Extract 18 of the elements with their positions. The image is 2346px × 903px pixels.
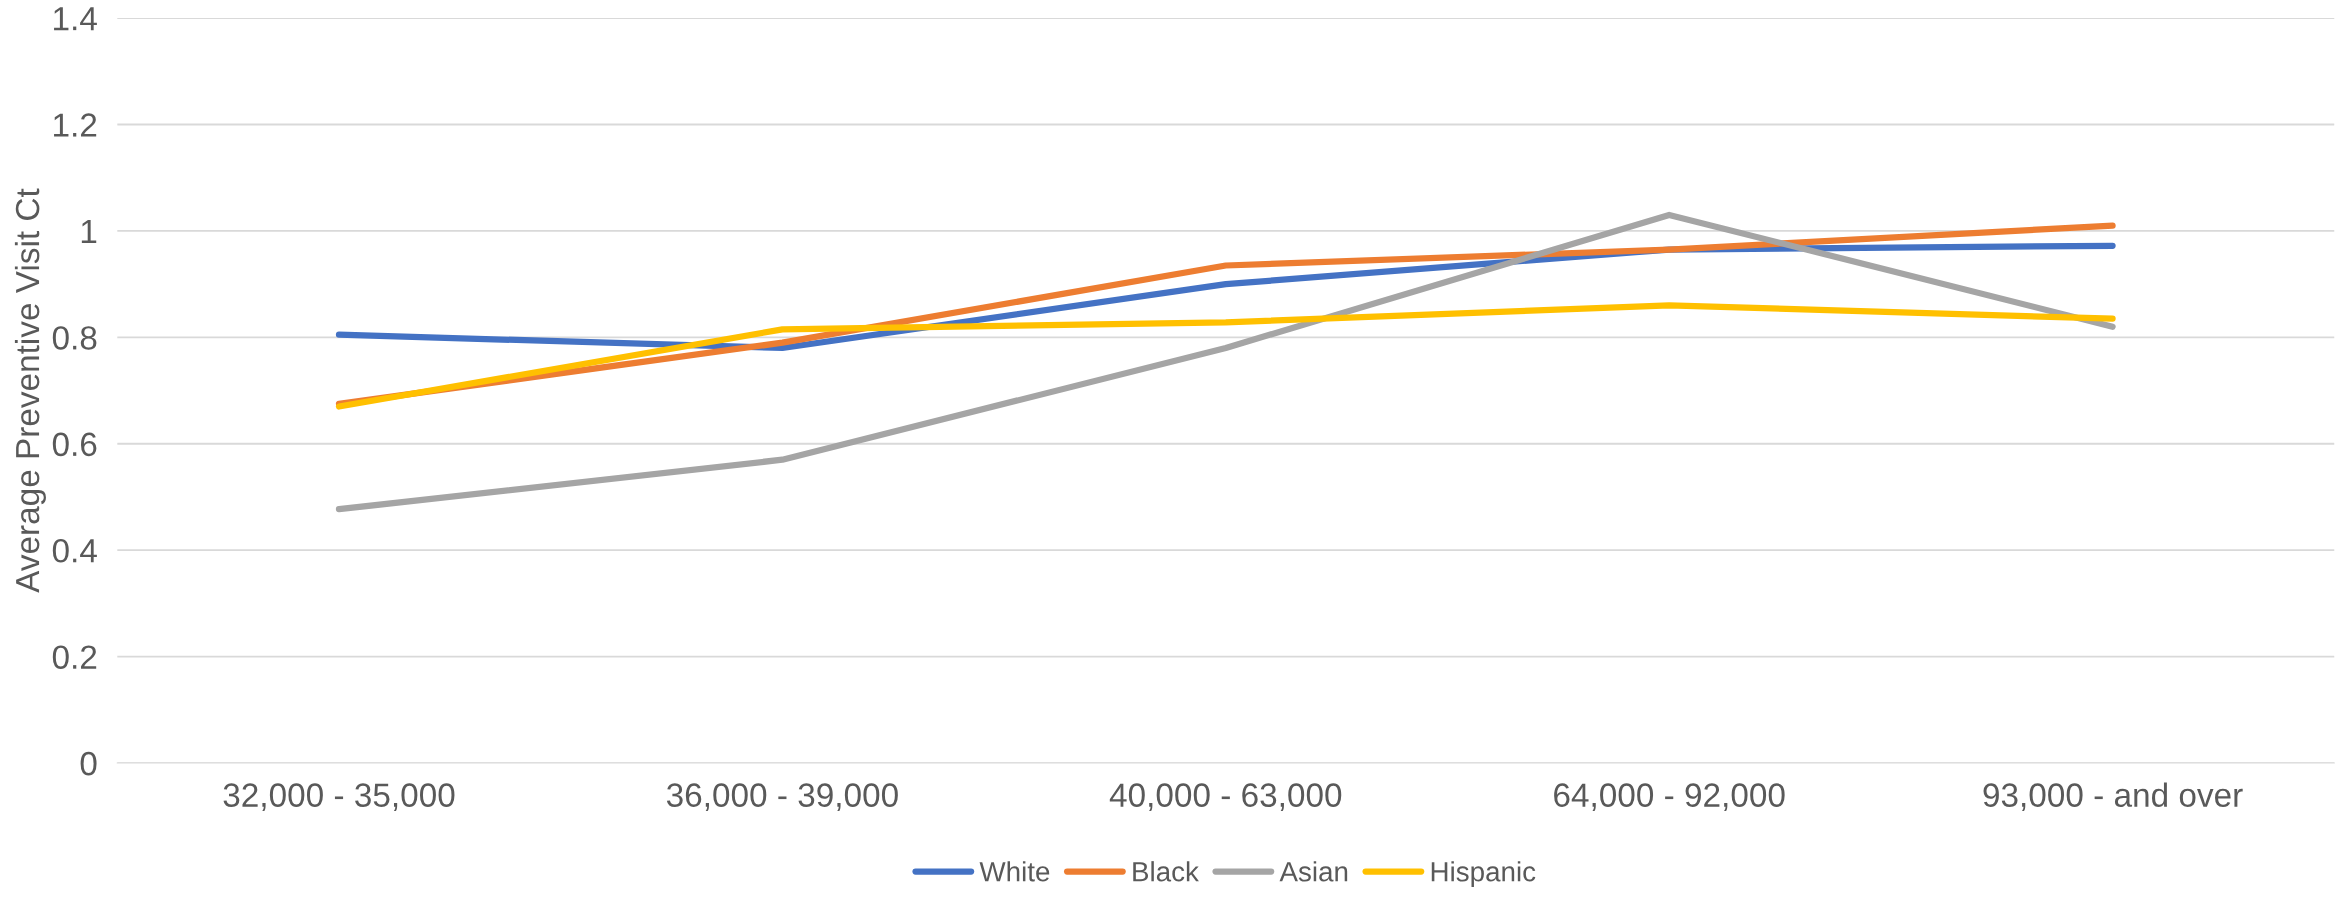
y-tick-label: 1.4 [54,7,97,31]
legend-label: Asian [1279,861,1348,882]
x-tick-label: 36,000 - 39,000 [666,783,898,811]
y-axis-title: Average Preventive Visit Ct [14,188,46,593]
y-tick-label: 0.6 [52,432,97,457]
legend-label: Hispanic [1431,861,1536,888]
x-tick-label: 40,000 - 63,000 [1109,783,1342,811]
y-tick-label: 0 [80,751,97,776]
y-tick-label: 1.2 [54,113,97,137]
legend-label: Black [1133,861,1199,882]
y-tick-label: 0.4 [52,538,97,563]
x-tick-label: 93,000 - and over [1983,782,2243,811]
y-tick-label: 0.2 [52,645,97,670]
legend-label: White [979,861,1050,882]
y-tick-label: 1 [81,220,97,243]
x-tick-label: 64,000 - 92,000 [1554,783,1785,811]
x-tick-label: 32,000 - 35,000 [223,783,455,811]
y-tick-label: 0.8 [52,326,97,350]
